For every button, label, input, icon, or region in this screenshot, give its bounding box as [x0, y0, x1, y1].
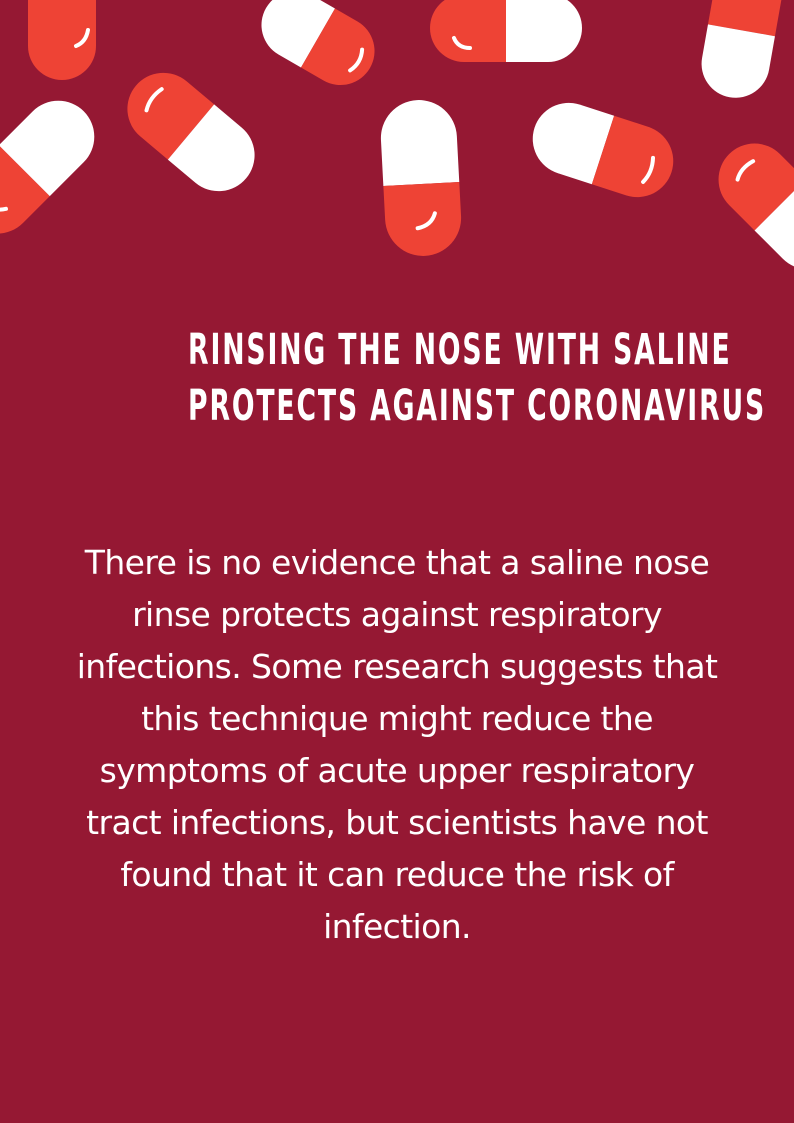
pill-capsule-icon	[0, 100, 95, 234]
body-line-4: this technique might reduce the	[141, 699, 653, 738]
body-line-3: infections. Some research suggests that	[76, 647, 718, 686]
pill-capsule-icon	[380, 100, 462, 256]
headline-line-1: RINSING THE NOSE WITH SALINE	[188, 325, 732, 375]
pill-capsule-icon	[532, 102, 674, 198]
pill-capsule-icon	[701, 0, 785, 98]
body-text: There is no evidence that a saline nose …	[52, 537, 742, 953]
pill-capsule-icon	[430, 0, 582, 62]
headline: RINSING THE NOSE WITH SALINE PROTECTS AG…	[188, 322, 767, 434]
body-line-8: infection.	[323, 907, 471, 946]
pill-capsule-icon	[261, 0, 375, 85]
body-line-5: symptoms of acute upper respiratory	[99, 751, 695, 790]
pill-capsule-icon	[127, 72, 255, 192]
body-line-7: found that it can reduce the risk of	[120, 855, 674, 894]
headline-line-2: PROTECTS AGAINST CORONAVIRUS	[188, 381, 767, 431]
body-line-1: There is no evidence that a saline nose	[84, 543, 710, 582]
pill-decoration	[0, 0, 794, 270]
pill-capsule-icon	[28, 0, 96, 80]
body-line-2: rinse protects against respiratory	[132, 595, 662, 634]
pill-capsule-icon	[718, 143, 794, 270]
body-line-6: tract infections, but scientists have no…	[86, 803, 708, 842]
